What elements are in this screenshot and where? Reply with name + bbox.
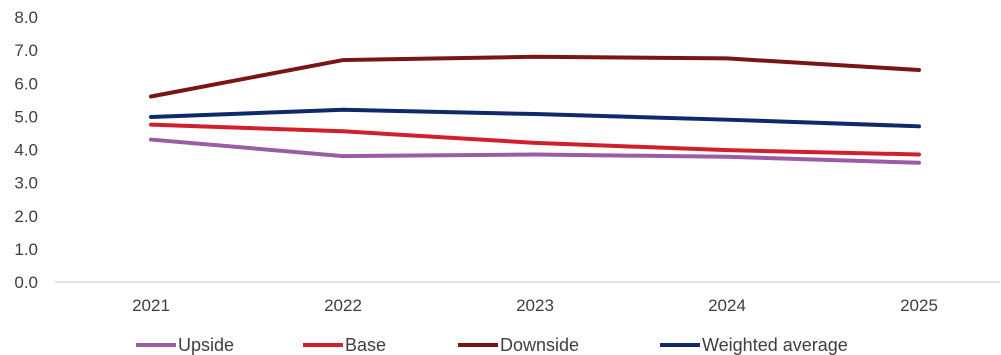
legend: Upside Base Downside Weighted average — [136, 335, 848, 355]
legend-label: Upside — [178, 335, 234, 355]
series-line-weighted-average — [151, 110, 919, 127]
legend-label: Base — [345, 335, 386, 355]
y-tick-label: 2.0 — [14, 207, 38, 226]
series-lines — [151, 57, 919, 163]
y-tick-label: 6.0 — [14, 74, 38, 93]
y-tick-label: 0.0 — [14, 273, 38, 292]
y-tick-label: 3.0 — [14, 174, 38, 193]
series-line-downside — [151, 57, 919, 97]
y-tick-label: 7.0 — [14, 41, 38, 60]
x-tick-label: 2023 — [516, 296, 554, 315]
y-axis-ticks: 0.0 1.0 2.0 3.0 4.0 5.0 6.0 7.0 8.0 — [14, 8, 38, 292]
legend-label: Weighted average — [702, 335, 848, 355]
x-tick-label: 2021 — [132, 296, 170, 315]
x-tick-label: 2022 — [324, 296, 362, 315]
x-axis-ticks: 2021 2022 2023 2024 2025 — [132, 296, 938, 315]
y-tick-label: 5.0 — [14, 107, 38, 126]
x-tick-label: 2024 — [708, 296, 746, 315]
y-tick-label: 4.0 — [14, 141, 38, 160]
y-tick-label: 1.0 — [14, 240, 38, 259]
x-tick-label: 2025 — [900, 296, 938, 315]
y-tick-label: 8.0 — [14, 8, 38, 27]
legend-label: Downside — [500, 335, 579, 355]
